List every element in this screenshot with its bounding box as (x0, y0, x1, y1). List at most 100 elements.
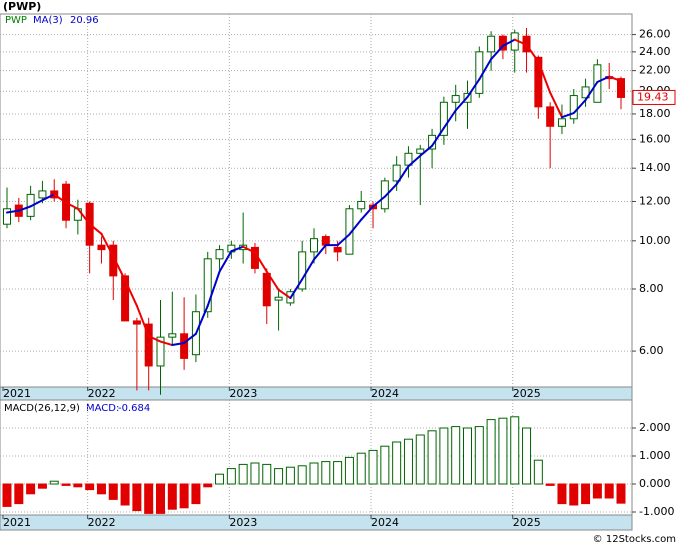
macd-bar (533, 459, 543, 485)
y-tick-label: 2.000 (639, 421, 671, 434)
macd-bar (49, 480, 59, 485)
candle-body (557, 118, 566, 127)
macd-bar (274, 468, 284, 485)
last-price: 19.43 (637, 90, 669, 103)
candle-body (38, 190, 47, 199)
ma-line (289, 278, 304, 300)
x-tick-label: 2023 (229, 387, 257, 400)
ma-line (206, 270, 221, 307)
ma-line (584, 81, 599, 102)
ma-line (348, 218, 363, 236)
macd-bar (262, 463, 272, 485)
ma-line (135, 304, 150, 338)
macd-panel (0, 399, 633, 516)
y-tick-label: 18.00 (639, 107, 671, 120)
ma-line (194, 304, 209, 335)
ma-line (407, 154, 422, 168)
y-tick-label: 12.00 (639, 194, 671, 207)
candle-body (310, 238, 318, 253)
candle-body (274, 296, 283, 301)
macd-bar (226, 468, 236, 485)
ma-line (100, 232, 115, 258)
ma-line (431, 126, 445, 147)
macd-bar (498, 417, 508, 485)
macd-bar (368, 449, 378, 485)
macd-bar (427, 430, 437, 485)
candle-body (3, 208, 11, 225)
legend-entry: PWP (5, 15, 27, 26)
ma-line (442, 109, 457, 129)
ma-line (372, 195, 386, 208)
ma-line (171, 341, 186, 347)
macd-bar (156, 483, 165, 514)
y-tick-label: 8.00 (639, 282, 664, 295)
macd-title: MACD(26,12,9) (4, 403, 80, 414)
candle-body (109, 244, 118, 277)
candle-body (357, 200, 366, 210)
ma-line (313, 244, 327, 261)
candle-body (416, 148, 425, 154)
macd-bar (132, 483, 142, 512)
candle-body (475, 51, 484, 94)
macd-bar (403, 438, 413, 485)
ma-line (230, 245, 245, 253)
candle-body (581, 86, 590, 99)
macd-bar (309, 462, 319, 485)
macd-bar (392, 441, 402, 485)
candle-body (617, 78, 625, 98)
macd-bar (73, 483, 83, 488)
candle-body (156, 336, 165, 367)
macd-bar (26, 483, 36, 495)
ma-line (41, 193, 56, 202)
candle-body (380, 180, 389, 210)
macd-bar (581, 483, 591, 505)
y-tick-label: 0.000 (639, 477, 671, 490)
macd-bar (297, 465, 307, 485)
candle-body (180, 333, 189, 359)
candle-body (97, 244, 106, 251)
macd-bar (238, 463, 248, 485)
ma-line (419, 144, 434, 157)
candle-body (392, 164, 401, 182)
year-strip (0, 514, 633, 531)
macd-bar (108, 483, 118, 500)
macd-bar (215, 473, 225, 485)
y-tick-label: 1.000 (639, 449, 671, 462)
candle-body (132, 320, 141, 325)
macd-bar (120, 483, 130, 506)
ma-line (478, 58, 493, 81)
macd-bar (333, 461, 343, 485)
ma-line (65, 201, 79, 210)
ma-line (112, 255, 127, 282)
macd-bar (14, 483, 24, 505)
ma-line (501, 38, 516, 47)
legend-value: 20.96 (70, 15, 99, 26)
macd-bar (380, 445, 390, 485)
ma-line (124, 279, 138, 307)
ma-line (6, 209, 20, 214)
macd-bar (592, 483, 602, 499)
y-tick-label: 14.00 (639, 161, 671, 174)
macd-bar (463, 427, 472, 485)
candle-body (144, 323, 153, 367)
ma-line (395, 165, 410, 186)
macd-bar (37, 483, 47, 489)
ma-line (549, 91, 563, 119)
macd-bar (604, 483, 614, 499)
legend-value: -0.684 (118, 403, 150, 414)
macd-bar (191, 483, 201, 505)
ma-line (17, 205, 32, 212)
ma-line (537, 60, 552, 94)
candle-body (534, 56, 543, 108)
ma-line (253, 251, 268, 273)
macd-bar (474, 426, 484, 485)
candle-body (298, 251, 307, 290)
macd-bar (356, 452, 366, 485)
macd-bar (61, 483, 71, 486)
ma-line (76, 207, 91, 226)
last-price-box (632, 89, 676, 105)
ma-line (159, 340, 174, 347)
y-tick-label: 26.00 (639, 28, 671, 41)
